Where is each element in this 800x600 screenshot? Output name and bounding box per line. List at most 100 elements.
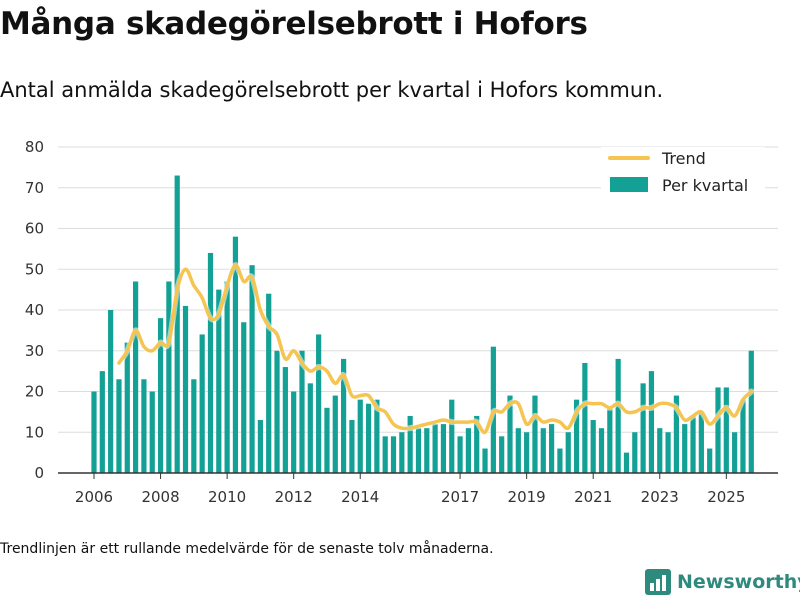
bar	[357, 399, 363, 473]
bar	[307, 383, 313, 473]
x-tick-label: 2014	[341, 488, 379, 506]
bar-chart: 0 10 20 30 40 50 60 70 80 2006 2008 2010 2012 2014 201…	[25, 138, 778, 506]
x-tick-label: 2006	[75, 488, 113, 506]
legend-label-trend: Trend	[661, 149, 706, 168]
bar	[141, 379, 147, 473]
bar	[532, 395, 538, 473]
bar	[332, 395, 338, 473]
bar	[407, 415, 413, 473]
bar	[349, 420, 355, 473]
bar	[748, 350, 754, 473]
bar	[415, 428, 422, 473]
y-tick-label: 30	[25, 342, 44, 360]
bar	[316, 334, 322, 473]
bar	[707, 448, 713, 473]
bar	[249, 265, 255, 473]
bar	[449, 399, 455, 473]
bar	[524, 432, 530, 473]
bar	[166, 281, 172, 473]
bar	[374, 399, 380, 473]
bar	[615, 358, 621, 473]
bar	[399, 432, 405, 473]
bar	[598, 428, 605, 473]
bar	[499, 436, 505, 473]
bar	[557, 448, 563, 473]
bar	[216, 289, 222, 473]
bar	[673, 395, 679, 473]
y-tick-label: 70	[25, 179, 44, 197]
x-tick-label: 2023	[641, 488, 679, 506]
bar	[424, 428, 430, 473]
legend: Trend Per kvartal	[601, 147, 765, 205]
bar	[540, 428, 546, 473]
legend-label-per-kvartal: Per kvartal	[662, 176, 748, 195]
bar	[207, 252, 214, 473]
y-tick-label: 50	[25, 260, 44, 278]
bar	[698, 411, 704, 473]
bar	[224, 281, 230, 473]
bar	[274, 350, 280, 473]
bar	[182, 305, 189, 473]
bar	[266, 293, 272, 473]
bar	[665, 432, 671, 473]
bar	[657, 428, 663, 473]
bar	[390, 436, 397, 473]
bar	[191, 379, 197, 473]
bar	[124, 342, 130, 473]
bar	[241, 322, 247, 473]
x-tick-label: 2021	[574, 488, 612, 506]
x-tick-label: 2010	[208, 488, 246, 506]
bars	[91, 175, 754, 473]
bar	[440, 424, 447, 473]
bar-chart-logo-icon	[645, 569, 671, 595]
bar	[199, 334, 205, 473]
bar	[257, 420, 263, 473]
bar	[149, 391, 155, 473]
bar	[465, 428, 471, 473]
y-tick-label: 40	[25, 301, 44, 319]
bar	[648, 371, 655, 473]
trend-line-halo	[115, 262, 755, 436]
bar	[640, 383, 646, 473]
x-tick-label: 2012	[275, 488, 313, 506]
bar	[549, 424, 555, 473]
legend-bar-swatch	[610, 177, 648, 192]
bar	[590, 420, 596, 473]
bar	[432, 424, 438, 473]
y-tick-label: 10	[25, 423, 44, 441]
bar	[174, 175, 180, 473]
bar	[232, 236, 239, 473]
chart-title: Många skadegörelsebrott i Hofors	[0, 6, 588, 42]
bar	[515, 428, 521, 473]
bar	[133, 281, 139, 473]
bar	[507, 395, 513, 473]
bar	[99, 371, 105, 473]
bar	[299, 350, 305, 473]
axes: 0 10 20 30 40 50 60 70 80 2006 2008 2010 2012 2014 201…	[25, 138, 778, 506]
bar	[108, 310, 114, 473]
trend-line	[117, 263, 754, 435]
bar	[573, 399, 580, 473]
x-tick-label: 2008	[141, 488, 179, 506]
bar	[632, 432, 638, 473]
brand-name: Newsworthy	[677, 571, 800, 593]
bar	[582, 362, 588, 473]
bar	[91, 391, 97, 473]
bar	[682, 424, 688, 473]
y-tick-label: 20	[25, 383, 44, 401]
bar	[732, 432, 738, 473]
footnote: Trendlinjen är ett rullande medelvärde f…	[0, 541, 494, 557]
bar	[382, 436, 388, 473]
bar	[324, 407, 330, 473]
x-tick-label: 2019	[508, 488, 546, 506]
bar	[282, 367, 288, 473]
bar	[482, 448, 488, 473]
bar	[723, 387, 729, 473]
bar	[291, 391, 297, 473]
x-tick-label: 2025	[707, 488, 745, 506]
bar	[690, 415, 696, 473]
bar	[157, 318, 164, 473]
brand-logo[interactable]: Newsworthy	[645, 569, 800, 595]
y-tick-label: 0	[34, 464, 44, 482]
y-tick-label: 80	[25, 138, 44, 156]
